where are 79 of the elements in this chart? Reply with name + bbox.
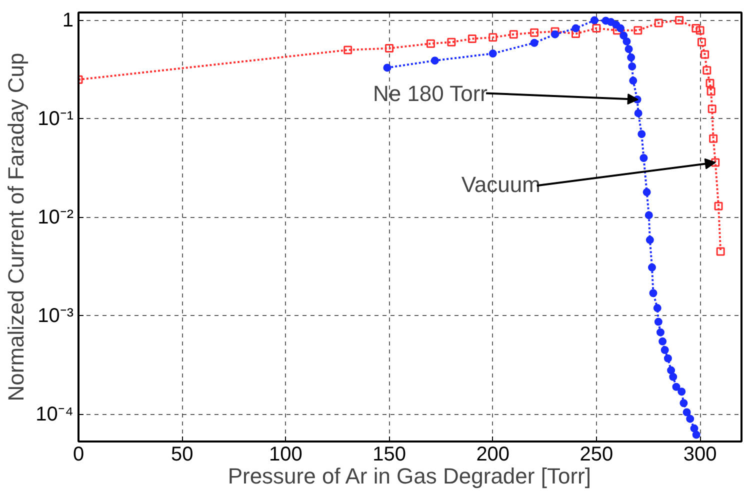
point [702,66,712,75]
y-tick-label: 10⁻⁴ [36,403,74,426]
point [696,26,704,35]
point [627,53,636,62]
point [572,30,580,38]
point [383,64,392,72]
y-tick-label: 10⁻³ [38,304,74,327]
point [624,45,633,54]
point [622,37,631,46]
point [654,318,662,326]
point [629,76,638,85]
point [426,39,435,48]
point [634,109,642,118]
point [675,16,684,25]
point [709,134,718,143]
point [634,26,642,35]
point [653,304,662,312]
point [649,289,658,298]
point [664,354,672,362]
point [344,46,352,54]
point [692,24,700,33]
x-tick-label: 250 [580,444,614,466]
point [620,32,628,40]
point [654,18,663,28]
point [430,56,439,65]
point [590,16,598,24]
point [672,382,680,391]
x-tick-label: 100 [269,444,302,466]
point [644,211,653,220]
point [669,372,678,381]
point [509,30,518,39]
point [711,158,720,167]
point [656,328,664,336]
y-tick-label: 10⁻¹ [38,108,74,130]
point [714,202,723,210]
point [468,34,476,43]
point [700,50,710,59]
point [488,50,497,58]
annotation: Ne 180 Torr [372,81,488,106]
point [592,24,601,33]
point [660,346,669,354]
point [667,366,676,374]
x-tick-label: 200 [476,444,510,466]
point [680,399,688,408]
point [686,414,694,423]
x-tick-label: 300 [683,444,717,466]
point [646,236,654,244]
point [706,78,714,88]
point [572,24,580,32]
x-tick-label: 0 [72,444,84,466]
point [658,337,667,346]
point [385,44,394,53]
x-tick-label: 150 [372,444,406,466]
point [530,38,538,47]
point [530,28,539,37]
y-tick-label: 1 [62,9,74,32]
point [642,188,651,196]
point [690,424,698,432]
point [447,38,456,46]
annotation: Vacuum [461,172,540,198]
y-axis-title: Normalized Current of Faraday Cup [4,52,29,402]
point [716,247,725,256]
point [678,388,686,396]
x-tick-label: 50 [170,444,194,466]
point [706,87,716,96]
point [628,62,636,70]
point [697,38,706,46]
point [638,130,646,138]
point [692,430,700,439]
y-tick-label: 10⁻² [38,206,74,228]
point [616,24,625,32]
point [708,104,716,114]
point [551,30,560,38]
x-axis-title: Pressure of Ar in Gas Degrader [Torr] [228,464,591,488]
point [488,33,498,42]
point [648,263,656,272]
point [550,27,560,36]
point [640,154,648,162]
point [682,408,691,416]
